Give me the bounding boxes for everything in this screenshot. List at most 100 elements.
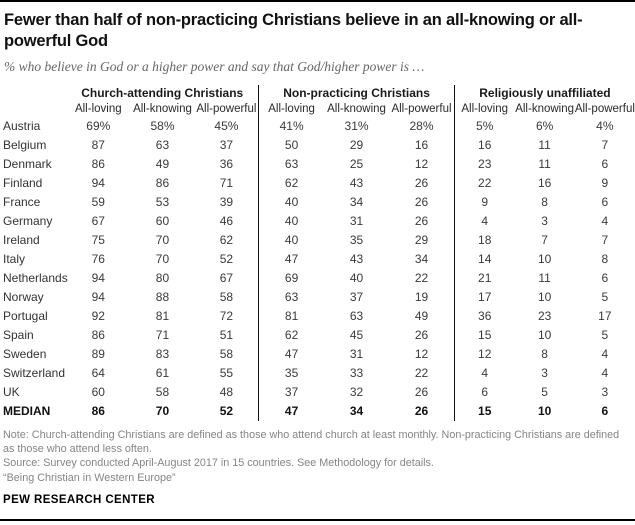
value-cell: 21: [453, 268, 515, 288]
row-label: Norway: [3, 290, 44, 305]
value-cell: 86: [91, 328, 105, 343]
table-row: UK 60 58 48 37 32 26 6 5 3: [0, 382, 635, 402]
value-cell: 67: [91, 214, 105, 229]
value-cell: 4: [601, 366, 609, 381]
value-cell: 67: [219, 271, 234, 286]
value-cell: 88: [155, 290, 170, 305]
table-row: Belgium 87 63 37 50 29 16 16 11 7: [0, 135, 635, 155]
value-cell: 22: [414, 271, 429, 286]
value-cell: 31: [349, 214, 364, 229]
value-cell: 5: [601, 328, 609, 343]
value-cell: 71: [219, 176, 234, 191]
value-cell: 86: [155, 176, 170, 191]
column-header-all-loving: All-loving: [74, 102, 122, 115]
value-cell: 11: [538, 138, 551, 153]
footnotes: Note: Church-attending Christians are de…: [3, 428, 631, 485]
value-cell: 45: [349, 328, 364, 343]
value-cell: 40: [349, 271, 364, 286]
corner-cell: [0, 85, 66, 101]
value-cell: 49: [414, 309, 429, 324]
value-cell: 26: [414, 214, 429, 229]
top-rule: [0, 0, 635, 2]
value-cell: 60: [155, 214, 170, 229]
table-row: Spain 86 71 51 62 45 26 15 10 5: [0, 325, 635, 345]
value-cell: 59: [91, 195, 105, 210]
value-cell: 61: [155, 366, 170, 381]
value-cell: 5: [601, 290, 609, 305]
value-cell: 94: [91, 176, 105, 191]
value-cell: 48: [219, 385, 234, 400]
value-cell: 23: [453, 154, 515, 174]
pew-research-center-brand: PEW RESEARCH CENTER: [3, 493, 156, 506]
value-cell: 39: [219, 195, 234, 210]
value-cell: 5%: [453, 116, 515, 136]
group-header-row: Church-attending Christians Non-practici…: [0, 84, 635, 101]
table-row: Switzerland 64 61 55 35 33 22 4 3 4: [0, 363, 635, 383]
subtitle: % who believe in God or a higher power a…: [4, 58, 425, 74]
value-cell: 26: [414, 328, 429, 343]
value-cell: 31%: [344, 119, 369, 134]
value-cell: 55: [219, 366, 234, 381]
data-table: Church-attending Christians Non-practici…: [0, 84, 635, 421]
value-cell: 46: [219, 214, 234, 229]
table-row: Portugal 92 81 72 81 63 49 36 23 17: [0, 306, 635, 326]
value-cell: 12: [453, 344, 515, 364]
value-cell: 6%: [535, 119, 554, 134]
value-cell: 6: [601, 271, 609, 286]
value-cell: 35: [258, 363, 324, 383]
value-cell: 47: [258, 344, 324, 364]
row-label: Portugal: [3, 309, 48, 324]
row-label: Germany: [3, 214, 53, 229]
value-cell: 17: [453, 287, 515, 307]
row-label: Austria: [3, 119, 41, 134]
value-cell: 33: [349, 366, 364, 381]
value-cell: 53: [155, 195, 170, 210]
bottom-rule: [0, 519, 635, 521]
value-cell: 12: [414, 347, 429, 362]
value-cell: 19: [414, 290, 429, 305]
value-cell: 4: [601, 214, 609, 229]
value-cell: 41%: [258, 116, 324, 136]
column-header-all-loving: All-loving: [258, 100, 324, 117]
value-cell: 50: [258, 135, 324, 155]
value-cell: 10: [537, 328, 552, 343]
value-cell: 83: [155, 347, 170, 362]
source-text: Source: Survey conducted April-August 20…: [3, 457, 434, 470]
table-row: Germany 67 60 46 40 31 26 4 3 4: [0, 211, 635, 231]
value-cell: 70: [155, 404, 170, 419]
value-cell: 34: [349, 195, 364, 210]
value-cell: 28%: [409, 119, 434, 134]
table-row: Austria 69% 58% 45% 41% 31% 28% 5% 6% 4%: [0, 116, 635, 136]
row-label: MEDIAN: [3, 404, 51, 419]
value-cell: 52: [219, 252, 234, 267]
value-cell: 62: [258, 325, 324, 345]
table-row: France 59 53 39 40 34 26 9 8 6: [0, 192, 635, 212]
value-cell: 4: [453, 211, 515, 231]
value-cell: 58: [219, 347, 234, 362]
row-label: Italy: [3, 252, 26, 267]
value-cell: 70: [155, 233, 170, 248]
value-cell: 58: [219, 290, 234, 305]
value-cell: 63: [155, 138, 170, 153]
value-cell: 10: [537, 404, 552, 419]
value-cell: 64: [91, 366, 105, 381]
value-cell: 43: [349, 176, 364, 191]
value-cell: 3: [601, 385, 609, 400]
value-cell: 37: [219, 138, 234, 153]
value-cell: 58: [155, 385, 170, 400]
value-cell: 35: [349, 233, 364, 248]
column-header-row: All-loving All-knowing All-powerful All-lov…: [0, 100, 635, 117]
value-cell: 29: [414, 233, 429, 248]
table-row: Denmark 86 49 36 63 25 12 23 11 6: [0, 154, 635, 174]
value-cell: 14: [453, 249, 515, 269]
value-cell: 72: [219, 309, 234, 324]
value-cell: 26: [414, 404, 429, 419]
page-title: Fewer than half of non-practicing Christ…: [4, 11, 583, 51]
value-cell: 36: [453, 306, 515, 326]
table-row: Finland 94 86 71 62 43 26 22 16 9: [0, 173, 635, 193]
value-cell: 63: [349, 309, 364, 324]
value-cell: 10: [537, 252, 552, 267]
value-cell: 40: [258, 230, 324, 250]
value-cell: 6: [601, 195, 609, 210]
table-row: Netherlands 94 80 67 69 40 22 21 11 6: [0, 268, 635, 288]
